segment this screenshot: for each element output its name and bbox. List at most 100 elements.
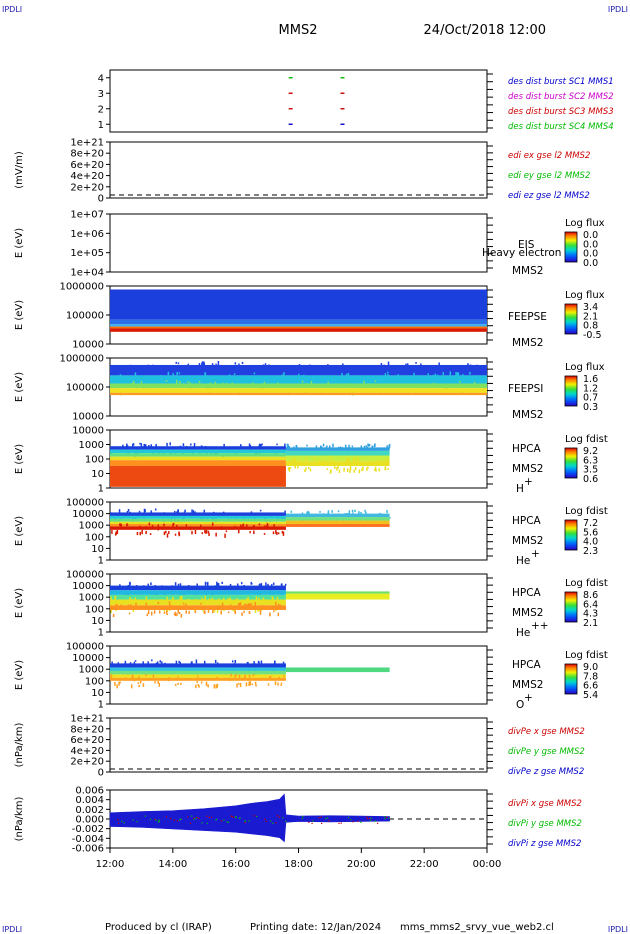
spectrogram-speckle [283, 675, 285, 678]
spectrogram-speckle [204, 445, 207, 450]
spectrogram-speckle [290, 510, 293, 513]
spectrogram-speckle [248, 443, 251, 447]
panel-frame [109, 501, 488, 561]
spectrogram-speckle [150, 446, 153, 449]
spectrogram-speckle [383, 364, 385, 369]
instrument-name: HPCA [512, 515, 542, 527]
spectrogram-speckle [216, 662, 219, 667]
spectrogram-speckle [284, 443, 286, 448]
spectrogram-speckle [276, 596, 279, 600]
spectrogram-band [285, 593, 390, 600]
divpi-xy-speckle [206, 815, 208, 817]
y-tick-label: 10 [91, 616, 104, 627]
instrument-sc: MMS2 [512, 535, 543, 547]
spectrogram-speckle [180, 613, 183, 618]
spectrogram-speckle [339, 446, 342, 449]
divpi-xy-speckle [248, 820, 250, 822]
divpi-xy-speckle [366, 818, 369, 820]
colorbar-value: 6.4 [583, 599, 598, 610]
y-tick-label: 100000 [66, 498, 104, 509]
divpi-xy-speckle [311, 822, 313, 824]
spectrogram-speckle [230, 673, 232, 677]
spectrogram-speckle [387, 373, 389, 378]
spectrogram-speckle [216, 581, 218, 587]
spectrogram-speckle [114, 532, 117, 536]
spectrogram-speckle [263, 533, 266, 535]
spectrogram-speckle [342, 363, 344, 368]
spectrogram-speckle [389, 517, 391, 519]
spectrogram-speckle [208, 598, 211, 601]
spectrogram-speckle [222, 597, 225, 602]
spectrogram-speckle [190, 443, 192, 446]
spectrogram-speckle [198, 380, 201, 384]
y-tick-label: 4e+20 [70, 171, 104, 182]
divpi-xy-speckle [121, 820, 123, 822]
divpi-xy-speckle [227, 821, 230, 823]
spectrogram-speckle [263, 381, 266, 385]
y-tick-label: 1e+05 [70, 248, 104, 259]
spectrogram-speckle [182, 602, 185, 605]
colorbar-title: Log fdist [565, 506, 608, 517]
instrument-sc: MMS2 [512, 463, 543, 475]
colorbar-title: Log flux [565, 218, 605, 229]
spectrogram-speckle [261, 677, 263, 681]
spectrogram-speckle [197, 684, 199, 686]
spectrogram-speckle [172, 373, 174, 377]
spectrogram-speckle [163, 523, 165, 527]
spectrogram-speckle [152, 364, 154, 368]
spectrogram-speckle [351, 509, 354, 513]
spectrogram-speckle [205, 531, 207, 534]
divpi-xy-speckle [235, 816, 237, 818]
spectrogram-speckle [272, 531, 275, 535]
spectrogram-speckle [272, 596, 274, 602]
divpi-xy-speckle [264, 818, 266, 820]
spectrogram-band [110, 460, 286, 466]
divpi-xy-speckle [196, 816, 198, 819]
spectrogram-speckle [164, 662, 166, 666]
spectrogram-speckle [143, 508, 146, 513]
spectrogram-speckle [143, 443, 145, 448]
spectrogram-speckle [384, 373, 387, 377]
colorbar-value: 7.2 [583, 518, 598, 529]
instrument-sc: MMS2 [512, 265, 543, 277]
spectrogram-speckle [347, 447, 350, 452]
spectrogram-band [110, 670, 286, 675]
spectrogram-speckle [156, 661, 159, 665]
spectrogram-speckle [120, 523, 122, 527]
divpi-xy-speckle [360, 821, 362, 824]
y-tick-label: 10000 [72, 340, 104, 351]
y-tick-label: 6e+20 [70, 735, 104, 746]
spectrogram-speckle [375, 460, 378, 463]
spectrogram-speckle [388, 445, 390, 450]
spectrogram-speckle [434, 373, 437, 378]
divpi-xy-speckle [223, 819, 225, 821]
spectrogram-speckle [177, 362, 180, 365]
spectrogram-speckle [427, 373, 430, 378]
spectrogram-speckle [179, 583, 182, 586]
spectrogram-band [285, 667, 390, 673]
spectrogram-speckle [179, 445, 182, 448]
spectrogram-speckle [142, 683, 145, 687]
divpi-xy-speckle [136, 821, 138, 823]
colorbar-value: 1.2 [583, 383, 598, 394]
spectrogram-speckle [364, 511, 367, 513]
spectrogram-speckle [145, 530, 147, 535]
spectrogram-speckle [176, 613, 178, 617]
spectrogram-speckle [241, 361, 244, 365]
spectrogram-speckle [167, 371, 170, 376]
spectrogram-speckle [185, 524, 188, 527]
spectrogram-speckle [361, 468, 363, 472]
spectrogram-speckle [467, 363, 469, 367]
spectrogram-speckle [360, 512, 362, 516]
spectrogram-speckle [438, 362, 440, 367]
footer-printing-date: Printing date: 12/Jan/2024 [250, 922, 381, 933]
spectrogram-speckle [337, 510, 340, 513]
spectrogram-speckle [242, 523, 245, 528]
spectrogram-speckle [212, 610, 214, 614]
spectrogram-speckle [282, 661, 285, 665]
spectrogram-speckle [227, 611, 230, 614]
spectrogram-speckle [253, 661, 255, 664]
spectrogram-speckle [177, 509, 179, 514]
spectrogram-speckle [139, 680, 142, 684]
